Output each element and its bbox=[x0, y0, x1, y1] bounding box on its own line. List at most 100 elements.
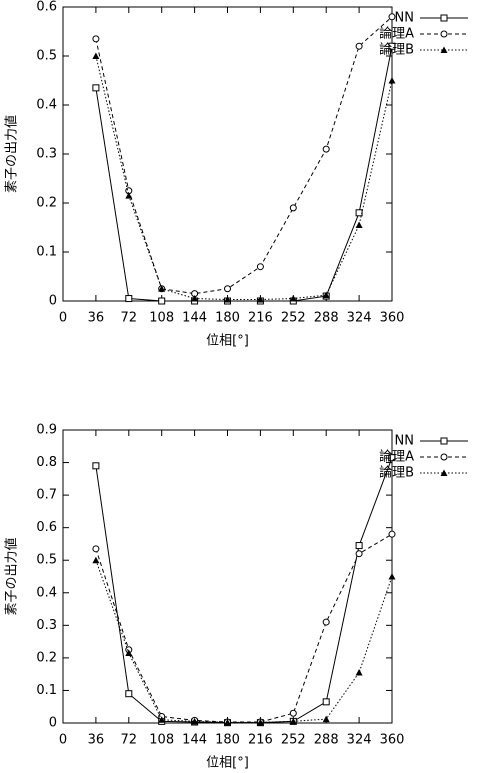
y-axis-label: 素子の出力値 bbox=[4, 115, 20, 193]
marker-triangle bbox=[125, 649, 133, 657]
y-tick-label: 0.9 bbox=[36, 423, 57, 438]
x-axis-label: 位相[°] bbox=[206, 756, 249, 771]
marker-triangle bbox=[388, 573, 396, 580]
marker-circle bbox=[224, 285, 231, 293]
legend-label: NN bbox=[395, 434, 414, 449]
x-tick-label: 72 bbox=[121, 733, 138, 748]
x-tick-label: 252 bbox=[281, 733, 306, 748]
x-tick-label: 144 bbox=[182, 733, 207, 748]
marker-triangle bbox=[125, 192, 133, 199]
x-tick-label: 36 bbox=[88, 311, 105, 326]
x-tick-label: 360 bbox=[380, 311, 405, 326]
x-tick-label: 324 bbox=[347, 733, 372, 748]
marker-circle bbox=[355, 42, 363, 50]
x-tick-label: 144 bbox=[182, 311, 207, 326]
x-tick-label: 180 bbox=[215, 733, 240, 748]
marker-square bbox=[388, 454, 396, 462]
marker-triangle bbox=[92, 52, 100, 59]
marker-circle bbox=[355, 550, 363, 558]
y-tick-label: 0 bbox=[49, 294, 57, 309]
marker-triangle bbox=[224, 296, 231, 303]
marker-triangle bbox=[191, 717, 199, 725]
marker-circle bbox=[322, 618, 330, 626]
plot-frame bbox=[62, 6, 393, 302]
y-tick-label: 0.1 bbox=[36, 683, 57, 698]
marker-square bbox=[92, 84, 100, 92]
y-tick-label: 0.3 bbox=[36, 147, 57, 162]
x-tick-label: 360 bbox=[380, 733, 405, 748]
legend-marker bbox=[440, 437, 448, 445]
x-tick-label: 252 bbox=[281, 311, 306, 326]
marker-square bbox=[388, 42, 396, 50]
marker-triangle bbox=[224, 718, 231, 726]
marker-circle bbox=[256, 263, 264, 271]
marker-square bbox=[355, 209, 363, 217]
marker-triangle bbox=[322, 291, 330, 299]
x-tick-label: 108 bbox=[149, 733, 174, 748]
series-line bbox=[95, 457, 393, 724]
x-tick-label: 180 bbox=[215, 311, 240, 326]
y-tick-label: 0.6 bbox=[36, 0, 57, 15]
series-line bbox=[95, 55, 393, 301]
x-tick-label: 216 bbox=[248, 311, 273, 326]
marker-triangle bbox=[158, 285, 166, 292]
legend-label: NN bbox=[395, 11, 414, 26]
x-tick-label: 36 bbox=[88, 733, 105, 748]
marker-triangle bbox=[355, 669, 363, 676]
marker-square bbox=[355, 542, 363, 550]
legend-label: 論理A bbox=[379, 449, 414, 465]
series-line bbox=[95, 16, 393, 295]
marker-square bbox=[158, 297, 166, 305]
x-tick-label: 324 bbox=[347, 311, 372, 326]
marker-circle bbox=[322, 145, 330, 153]
x-tick-label: 108 bbox=[149, 311, 174, 326]
y-tick-label: 0.1 bbox=[36, 245, 57, 260]
y-tick-label: 0.2 bbox=[36, 196, 57, 211]
legend-marker bbox=[440, 14, 448, 22]
y-tick-label: 0.8 bbox=[36, 455, 57, 470]
y-tick-label: 0.5 bbox=[36, 553, 57, 568]
marker-square bbox=[125, 295, 133, 303]
marker-triangle bbox=[92, 556, 100, 564]
x-tick-label: 0 bbox=[59, 733, 67, 748]
legend-marker bbox=[440, 453, 448, 461]
marker-triangle bbox=[322, 715, 330, 723]
marker-square bbox=[125, 690, 133, 698]
y-tick-label: 0.2 bbox=[36, 650, 57, 665]
marker-circle bbox=[92, 545, 100, 553]
x-tick-label: 216 bbox=[248, 733, 273, 748]
x-tick-label: 0 bbox=[59, 311, 67, 326]
y-tick-label: 0.6 bbox=[36, 520, 57, 535]
y-tick-label: 0.4 bbox=[36, 98, 57, 113]
legend-marker bbox=[440, 30, 448, 38]
y-tick-label: 0.7 bbox=[36, 488, 57, 503]
y-axis-label: 素子の出力値 bbox=[4, 537, 20, 615]
marker-triangle bbox=[158, 716, 166, 723]
legend-label: 論理B bbox=[379, 42, 414, 58]
marker-triangle bbox=[289, 295, 297, 302]
marker-circle bbox=[289, 204, 297, 212]
x-tick-label: 72 bbox=[121, 311, 138, 326]
legend-marker bbox=[440, 469, 448, 476]
series-line bbox=[95, 533, 393, 723]
series-line bbox=[95, 560, 393, 723]
marker-triangle bbox=[256, 718, 264, 726]
marker-triangle bbox=[355, 221, 363, 229]
marker-triangle bbox=[191, 295, 199, 302]
marker-triangle bbox=[388, 77, 396, 84]
marker-circle bbox=[388, 13, 396, 21]
legend-label: 論理B bbox=[379, 465, 414, 481]
series-line bbox=[95, 46, 393, 302]
marker-square bbox=[322, 698, 330, 706]
y-tick-label: 0.4 bbox=[36, 585, 57, 600]
y-tick-label: 0.3 bbox=[36, 618, 57, 633]
y-tick-label: 0 bbox=[49, 716, 57, 731]
x-tick-label: 288 bbox=[314, 311, 339, 326]
marker-triangle bbox=[256, 296, 264, 303]
y-tick-label: 0.5 bbox=[36, 49, 57, 64]
marker-square bbox=[92, 462, 100, 470]
legend-marker bbox=[440, 46, 448, 53]
marker-circle bbox=[388, 530, 396, 538]
